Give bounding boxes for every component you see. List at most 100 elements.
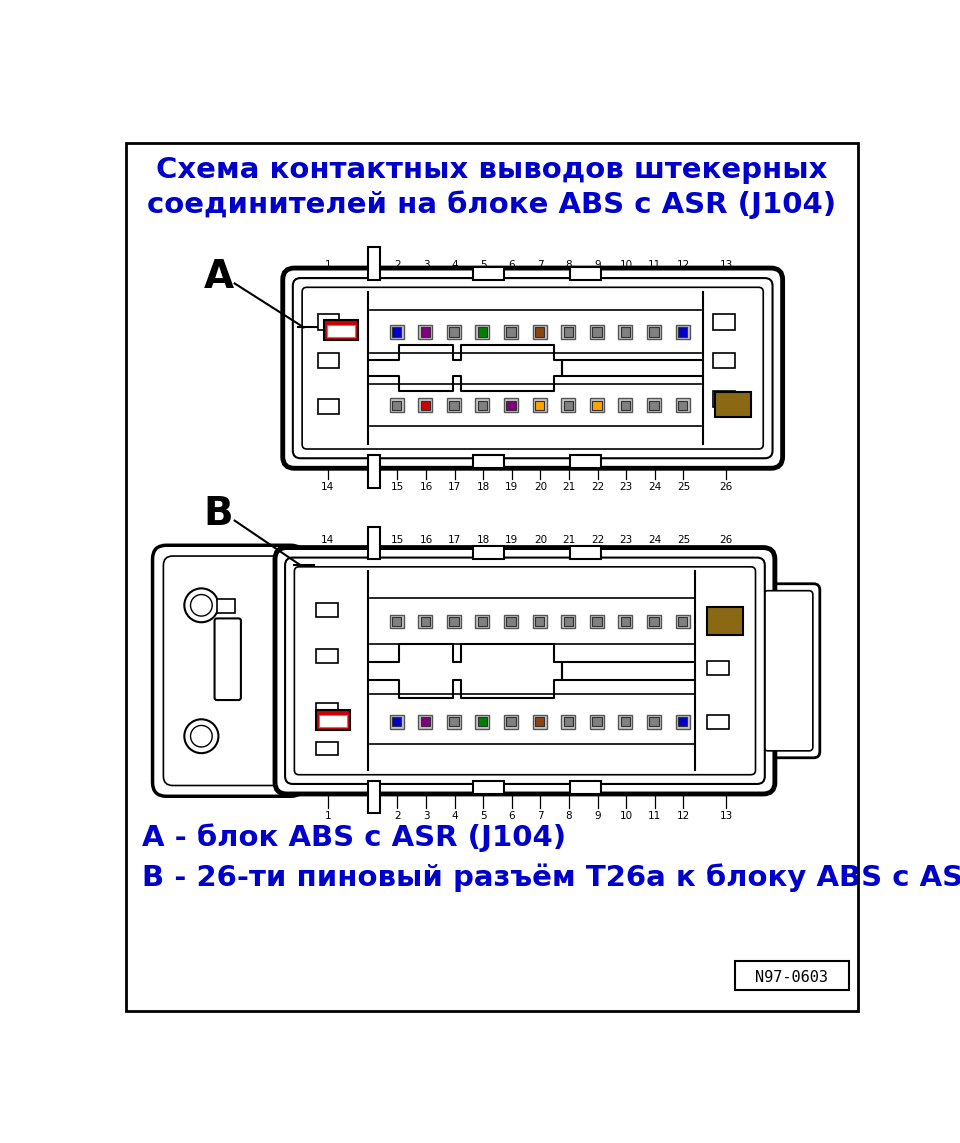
Bar bbox=[390, 325, 403, 339]
Bar bbox=[507, 617, 516, 626]
Bar bbox=[504, 325, 518, 339]
Text: 15: 15 bbox=[391, 535, 404, 545]
Text: 2: 2 bbox=[395, 810, 400, 821]
Bar bbox=[324, 320, 358, 341]
Bar bbox=[621, 617, 630, 626]
Text: 9: 9 bbox=[594, 810, 601, 821]
Bar bbox=[507, 717, 516, 726]
Text: 1: 1 bbox=[324, 810, 331, 821]
Text: А - блок ABS с ASR (J104): А - блок ABS с ASR (J104) bbox=[142, 824, 565, 853]
Bar bbox=[647, 398, 661, 411]
Bar bbox=[708, 714, 730, 728]
Bar bbox=[713, 314, 734, 329]
Text: 19: 19 bbox=[505, 535, 518, 545]
Bar bbox=[562, 325, 575, 339]
Text: 4: 4 bbox=[451, 810, 458, 821]
Bar bbox=[507, 327, 516, 336]
Bar bbox=[676, 714, 689, 728]
Bar bbox=[562, 398, 575, 411]
Bar bbox=[392, 327, 401, 336]
Text: 21: 21 bbox=[563, 535, 576, 545]
FancyBboxPatch shape bbox=[295, 567, 756, 775]
Bar bbox=[589, 325, 604, 339]
Bar bbox=[475, 325, 490, 339]
Text: 20: 20 bbox=[534, 535, 547, 545]
Text: 3: 3 bbox=[422, 259, 429, 270]
FancyBboxPatch shape bbox=[275, 547, 775, 794]
Text: 6: 6 bbox=[509, 810, 516, 821]
Text: 13: 13 bbox=[719, 259, 732, 270]
Bar bbox=[447, 714, 461, 728]
Text: A: A bbox=[204, 258, 234, 296]
Text: 4: 4 bbox=[451, 259, 458, 270]
FancyBboxPatch shape bbox=[285, 558, 765, 784]
Bar bbox=[649, 400, 659, 409]
Text: 7: 7 bbox=[538, 259, 543, 270]
Text: соединителей на блоке ABS с ASR (J104): соединителей на блоке ABS с ASR (J104) bbox=[148, 191, 836, 219]
Bar bbox=[708, 607, 743, 634]
Bar bbox=[504, 398, 518, 411]
Bar bbox=[678, 327, 687, 336]
Bar bbox=[420, 717, 430, 726]
Bar bbox=[592, 717, 602, 726]
Bar bbox=[589, 615, 604, 629]
Text: 11: 11 bbox=[648, 810, 661, 821]
Bar bbox=[316, 649, 338, 663]
Bar bbox=[618, 615, 633, 629]
Text: 5: 5 bbox=[480, 259, 487, 270]
Text: 15: 15 bbox=[391, 482, 404, 493]
Bar bbox=[472, 266, 504, 280]
Bar bbox=[368, 781, 379, 813]
Bar bbox=[316, 703, 338, 717]
Text: 10: 10 bbox=[619, 810, 633, 821]
Bar bbox=[447, 398, 461, 411]
Bar bbox=[713, 353, 734, 368]
Bar bbox=[392, 400, 401, 409]
Text: B: B bbox=[204, 495, 233, 534]
FancyBboxPatch shape bbox=[163, 555, 294, 785]
Bar bbox=[472, 546, 504, 559]
Text: 22: 22 bbox=[591, 482, 604, 493]
Bar bbox=[621, 717, 630, 726]
Bar bbox=[533, 714, 546, 728]
Bar bbox=[475, 714, 490, 728]
Bar bbox=[621, 400, 630, 409]
Bar bbox=[478, 617, 487, 626]
Text: 24: 24 bbox=[648, 535, 661, 545]
Bar bbox=[504, 615, 518, 629]
Text: 12: 12 bbox=[677, 259, 690, 270]
Bar bbox=[368, 455, 379, 488]
Bar bbox=[618, 714, 633, 728]
Bar bbox=[368, 247, 379, 280]
Bar bbox=[562, 714, 575, 728]
Bar bbox=[316, 710, 350, 730]
Text: 25: 25 bbox=[677, 482, 690, 493]
Text: 14: 14 bbox=[321, 535, 334, 545]
Bar bbox=[449, 327, 459, 336]
Bar bbox=[472, 781, 504, 794]
FancyBboxPatch shape bbox=[757, 584, 820, 758]
Bar bbox=[420, 327, 430, 336]
Bar bbox=[447, 615, 461, 629]
Bar bbox=[649, 327, 659, 336]
Bar bbox=[447, 325, 461, 339]
Bar bbox=[419, 615, 432, 629]
Bar bbox=[676, 398, 689, 411]
Circle shape bbox=[184, 719, 219, 753]
Bar bbox=[678, 617, 687, 626]
Bar bbox=[734, 961, 850, 990]
Bar bbox=[569, 781, 601, 794]
Bar bbox=[678, 717, 687, 726]
Bar bbox=[708, 607, 730, 621]
Bar bbox=[535, 617, 544, 626]
Text: 24: 24 bbox=[648, 482, 661, 493]
Bar bbox=[569, 455, 601, 469]
Text: 20: 20 bbox=[534, 482, 547, 493]
Bar bbox=[533, 398, 546, 411]
Bar bbox=[708, 661, 730, 674]
Bar bbox=[535, 717, 544, 726]
Circle shape bbox=[190, 594, 212, 616]
Bar bbox=[478, 717, 487, 726]
Bar bbox=[420, 400, 430, 409]
Bar bbox=[564, 327, 573, 336]
